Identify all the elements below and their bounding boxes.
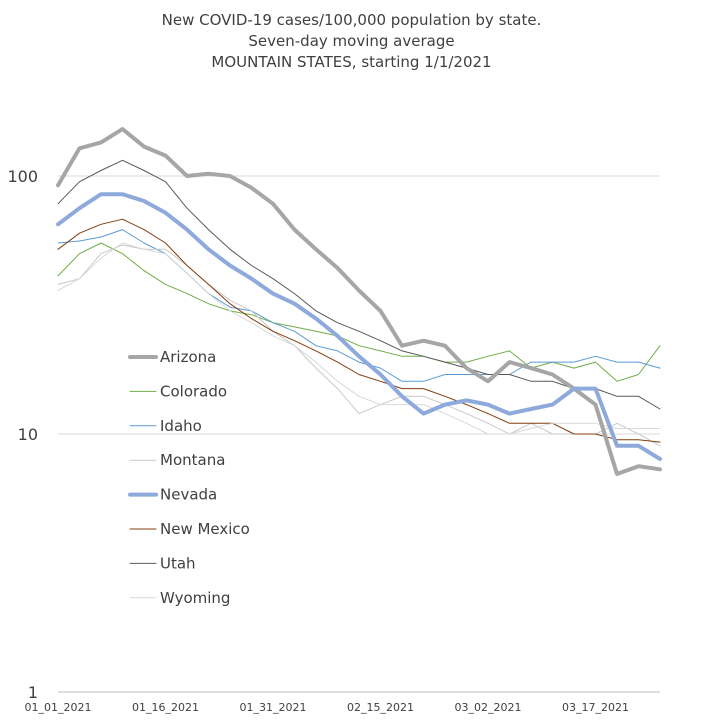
- y-tick-label-1: 1: [28, 683, 38, 702]
- y-tick-label-10: 10: [18, 425, 38, 444]
- legend-label-colorado: Colorado: [160, 382, 227, 400]
- y-axis-ticks: 1 10 100: [7, 167, 38, 702]
- series-line-colorado: [57, 242, 661, 382]
- chart-title-line-3: MOUNTAIN STATES, starting 1/1/2021: [211, 53, 492, 71]
- x-tick-label-1: 01_16_2021: [132, 701, 199, 714]
- series-line-wyoming: [57, 242, 661, 435]
- legend-label-arizona: Arizona: [160, 348, 216, 366]
- x-tick-label-3: 02_15_2021: [347, 701, 414, 714]
- legend: Arizona Colorado Idaho Montana Nevada New Mex…: [128, 348, 250, 607]
- legend-label-wyoming: Wyoming: [160, 589, 230, 607]
- legend-label-nevada: Nevada: [160, 486, 217, 504]
- series-line-arizona: [56, 127, 662, 476]
- chart-title-line-2: Seven-day moving average: [248, 32, 455, 50]
- legend-label-new-mexico: New Mexico: [160, 520, 250, 538]
- x-tick-label-2: 01_31_2021: [240, 701, 307, 714]
- series-line-utah: [57, 159, 661, 410]
- legend-label-montana: Montana: [160, 451, 225, 469]
- x-axis-ticks: 01_01_2021 01_16_2021 01_31_2021 02_15_2021…: [25, 701, 630, 714]
- y-tick-label-100: 100: [7, 167, 38, 186]
- series-line-nevada: [56, 192, 662, 461]
- series-lines: [56, 127, 662, 476]
- x-tick-label-0: 01_01_2021: [25, 701, 92, 714]
- legend-label-idaho: Idaho: [160, 417, 202, 435]
- series-line-idaho: [57, 229, 661, 382]
- chart-title-line-1: New COVID-19 cases/100,000 population by…: [161, 11, 542, 29]
- x-tick-label-4: 03_02_2021: [455, 701, 522, 714]
- legend-label-utah: Utah: [160, 554, 196, 572]
- series-line-new-mexico: [57, 218, 661, 443]
- x-tick-label-5: 03_17_2021: [562, 701, 629, 714]
- chart-title: New COVID-19 cases/100,000 population by…: [0, 10, 703, 73]
- series-line-montana: [57, 244, 661, 447]
